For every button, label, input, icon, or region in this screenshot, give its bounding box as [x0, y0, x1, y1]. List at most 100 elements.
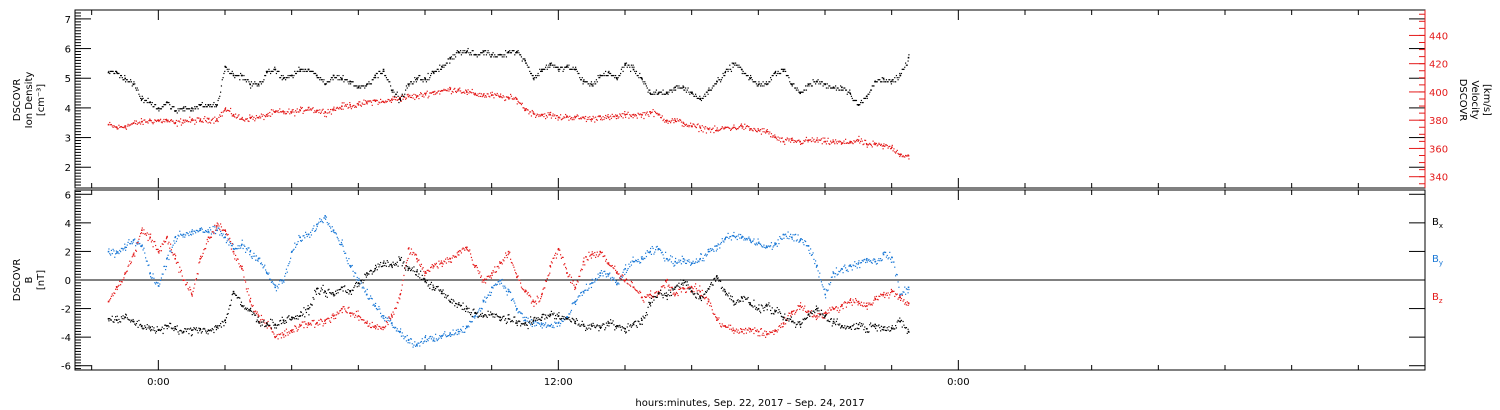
density-dot: [452, 54, 454, 56]
velocity-dot: [543, 116, 545, 118]
density-dot: [365, 85, 367, 87]
velocity-dot: [775, 136, 777, 138]
velocity-dot: [397, 99, 399, 101]
velocity-point: [324, 111, 326, 113]
by-dot: [494, 284, 496, 286]
density-dot: [760, 85, 762, 87]
bz-dot: [706, 303, 708, 305]
velocity-dot: [309, 109, 311, 111]
density-dot: [236, 74, 238, 77]
bz-dot: [231, 243, 233, 245]
by-dot: [865, 261, 867, 264]
by-dot: [622, 271, 624, 273]
bz-dot: [769, 331, 771, 333]
bz-dot: [315, 323, 318, 325]
velocity-dot: [400, 100, 403, 102]
velocity-dot: [560, 114, 562, 116]
density-ytick-label: 3: [65, 134, 71, 145]
velocity-dot: [319, 109, 321, 111]
bz-point: [157, 250, 160, 253]
bz-dot: [375, 328, 377, 330]
bz-dot: [480, 276, 482, 278]
bx-dot: [240, 304, 242, 306]
bz-dot: [625, 278, 628, 280]
density-point: [266, 71, 268, 74]
velocity-dot: [355, 105, 357, 107]
by-dot: [773, 245, 775, 247]
density-dot: [630, 64, 633, 66]
by-dot: [729, 236, 731, 238]
bz-dot: [630, 280, 633, 283]
bx-point: [649, 302, 651, 304]
by-dot: [742, 236, 744, 238]
bz-dot: [305, 323, 308, 325]
bx-point: [516, 322, 518, 324]
velocity-dot: [207, 122, 209, 124]
by-dot: [265, 269, 267, 271]
by-dot: [860, 261, 863, 264]
density-dot: [116, 72, 118, 75]
velocity-dot: [658, 113, 660, 115]
bx-dot: [313, 298, 315, 300]
bx-dot: [326, 296, 328, 298]
velocity-dot: [813, 138, 815, 140]
by-dot: [125, 246, 128, 249]
density-dot: [323, 79, 325, 81]
density-dot: [897, 79, 899, 81]
bx-dot: [245, 308, 248, 311]
density-dot: [839, 89, 841, 91]
by-dot: [795, 240, 798, 242]
density-dot: [394, 95, 396, 97]
bz-point: [849, 299, 851, 301]
bz-dot: [629, 284, 631, 286]
by-dot: [412, 346, 414, 348]
bx-dot: [375, 264, 377, 266]
by-dot: [576, 299, 578, 301]
density-dot: [258, 85, 260, 87]
velocity-dot: [700, 129, 703, 132]
velocity-dot: [622, 117, 624, 119]
bz-dot: [553, 257, 555, 259]
density-dot: [242, 79, 244, 81]
density-dot: [457, 52, 459, 54]
density-dot: [495, 56, 498, 58]
bx-dot: [229, 304, 231, 307]
bx-point: [282, 319, 285, 321]
density-dot: [719, 79, 721, 81]
velocity-dot: [343, 102, 345, 104]
density-dot: [900, 74, 902, 77]
bx-dot: [329, 292, 331, 294]
velocity-dot: [500, 96, 503, 98]
bz-dot: [454, 256, 456, 258]
bx-dot: [280, 319, 282, 322]
velocity-dot: [263, 118, 265, 121]
by-point: [257, 257, 260, 260]
by-dot: [189, 231, 191, 233]
bz-dot: [550, 261, 553, 263]
density-dot: [442, 64, 444, 66]
density-dot: [739, 66, 741, 68]
by-dot: [862, 260, 864, 262]
bx-dot: [342, 290, 344, 292]
bz-dot: [582, 264, 584, 266]
bz-dot: [255, 312, 258, 315]
bz-point: [507, 250, 510, 253]
density-dot: [775, 70, 777, 73]
bx-dot: [177, 331, 179, 333]
velocity-dot: [525, 108, 528, 110]
velocity-dot: [187, 120, 189, 123]
density-dot: [434, 70, 436, 73]
bz-dot: [865, 305, 867, 308]
by-dot: [470, 321, 473, 323]
velocity-dot: [508, 98, 510, 100]
bz-point: [132, 253, 135, 256]
by-dot: [668, 259, 670, 261]
density-dot: [673, 87, 675, 89]
by-dot: [680, 263, 683, 265]
bz-dot: [285, 328, 288, 330]
density-dot: [565, 66, 568, 68]
by-dot: [237, 245, 239, 247]
bx-dot: [250, 307, 252, 309]
bz-dot: [677, 294, 679, 297]
by-dot: [855, 265, 857, 267]
